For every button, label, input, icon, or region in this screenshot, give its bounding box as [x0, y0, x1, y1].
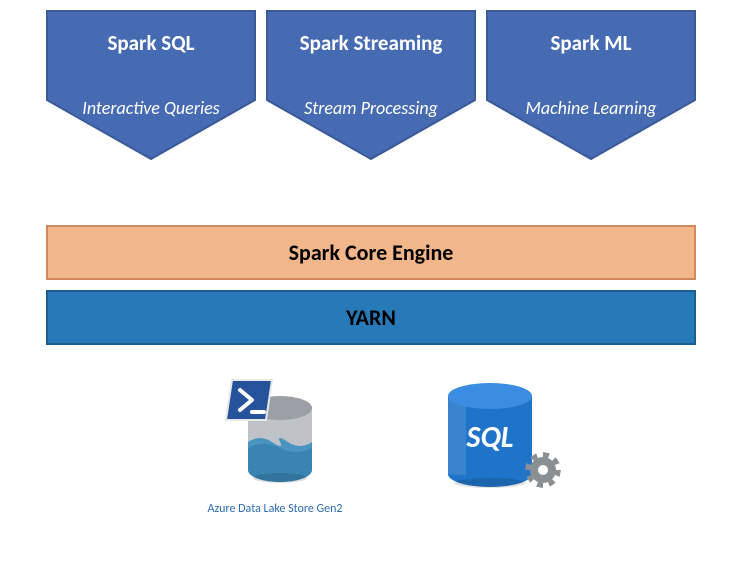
adls-icon-block: Azure Data Lake Store Gen2: [200, 378, 350, 516]
bar-spark-core: Spark Core Engine: [46, 225, 696, 280]
pentagon-spark-streaming: Spark Streaming Stream Processing: [266, 10, 476, 160]
pentagon-title: Spark ML: [486, 30, 696, 56]
adls-caption: Azure Data Lake Store Gen2: [200, 502, 350, 516]
bar-yarn: YARN: [46, 290, 696, 345]
pentagon-subtitle: Stream Processing: [266, 98, 476, 119]
pentagon-title: Spark Streaming: [266, 30, 476, 56]
sql-icon-block: SQL: [430, 378, 570, 503]
pentagon-subtitle: Machine Learning: [486, 98, 696, 119]
pentagon-title: Spark SQL: [46, 30, 256, 56]
bar-label: Spark Core Engine: [289, 239, 454, 266]
diagram-stage: Spark SQL Interactive Queries Spark Stre…: [0, 0, 747, 562]
pentagon-spark-ml: Spark ML Machine Learning: [486, 10, 696, 160]
pentagon-spark-sql: Spark SQL Interactive Queries: [46, 10, 256, 160]
adls-icon: [220, 378, 330, 493]
pentagon-subtitle: Interactive Queries: [46, 98, 256, 119]
svg-text:SQL: SQL: [466, 419, 514, 456]
sql-database-icon: SQL: [435, 378, 565, 498]
bar-label: YARN: [346, 304, 396, 331]
